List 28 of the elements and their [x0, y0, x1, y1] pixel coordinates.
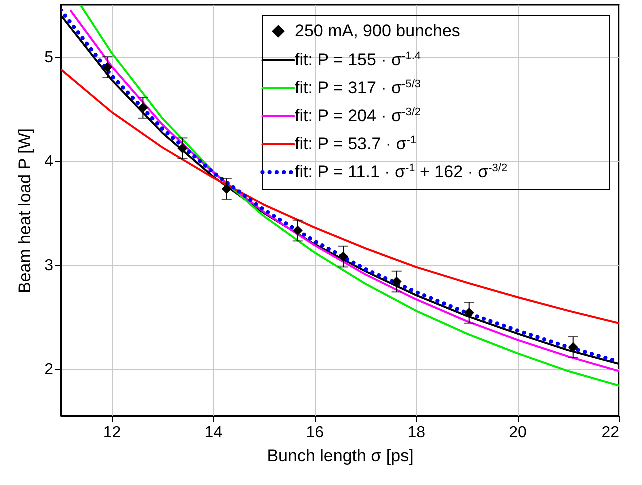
point [222, 184, 232, 194]
x-tick-label: 20 [509, 424, 528, 442]
legend-label: fit: P = 11.1 · σ$^{-1}$ + 162 · σ$^{-3/2}$ [295, 162, 508, 182]
point [178, 144, 188, 154]
y-tick-label: 5 [44, 50, 54, 67]
point [138, 103, 148, 114]
x-tick-label: 22 [602, 424, 620, 442]
line-series [61, 68, 619, 324]
point [464, 308, 474, 318]
y-tick-label: 3 [44, 258, 54, 275]
y-tick-label: 4 [44, 154, 54, 171]
x-axis-title: Bunch length σ [ps] [267, 446, 414, 466]
point [338, 252, 349, 262]
legend-label: fit: P = 155 · σ$^{-1.4}$ [295, 50, 422, 70]
x-tick-label: 16 [306, 424, 324, 442]
y-axis-title: Beam heat load P [W] [16, 128, 35, 294]
point [292, 226, 303, 236]
legend-label: fit: P = 53.7 · σ$^{-1}$ [295, 134, 417, 154]
x-tick-label: 18 [408, 424, 426, 442]
x-tick-label: 12 [103, 424, 122, 442]
x-tick-label: 14 [204, 424, 223, 442]
legend-label: fit: P = 204 · σ$^{-3/2}$ [295, 106, 422, 126]
legend-label: 250 mA, 900 bunches [295, 22, 460, 40]
point [392, 276, 402, 287]
point [568, 342, 578, 352]
point [102, 62, 113, 72]
y-tick-label: 2 [44, 362, 54, 379]
legend-label: fit: P = 317 · σ$^{-5/3}$ [295, 78, 422, 98]
